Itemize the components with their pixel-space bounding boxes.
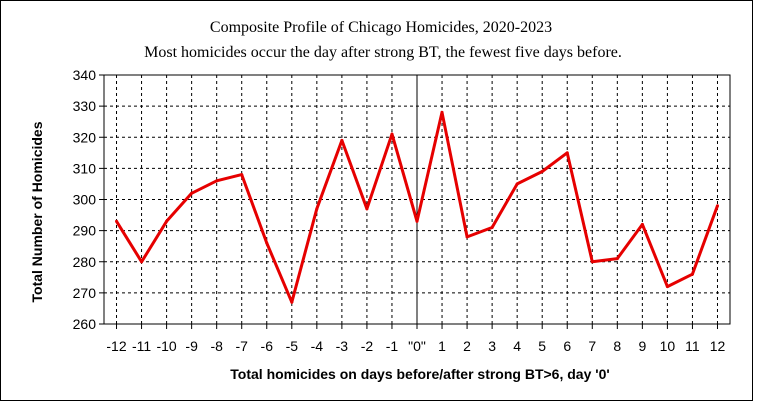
data-point <box>715 204 719 208</box>
data-point <box>190 191 194 195</box>
x-tick-label: -1 <box>386 338 399 354</box>
y-tick-label: 270 <box>73 285 97 301</box>
x-tick-label: -8 <box>210 338 223 354</box>
x-tick-label: -6 <box>261 338 274 354</box>
chart-background <box>0 0 753 401</box>
data-point <box>465 235 469 239</box>
data-point <box>265 241 269 245</box>
data-point <box>440 110 444 114</box>
data-point <box>415 219 419 223</box>
x-tick-label: 3 <box>488 338 496 354</box>
x-tick-label: 4 <box>513 338 521 354</box>
x-tick-label: -9 <box>185 338 198 354</box>
data-point <box>615 257 619 261</box>
y-tick-label: 260 <box>73 316 97 332</box>
y-tick-label: 290 <box>73 223 97 239</box>
data-point <box>640 222 644 226</box>
data-point <box>290 300 294 304</box>
x-tick-label: -5 <box>286 338 299 354</box>
y-tick-label: 330 <box>73 98 97 114</box>
data-point <box>215 179 219 183</box>
x-tick-label: 6 <box>563 338 571 354</box>
data-point <box>540 169 544 173</box>
data-point <box>165 219 169 223</box>
data-point <box>515 182 519 186</box>
data-point <box>140 260 144 264</box>
x-tick-label: 1 <box>438 338 446 354</box>
x-tick-label: 5 <box>538 338 546 354</box>
data-point <box>240 173 244 177</box>
data-point <box>565 151 569 155</box>
data-point <box>315 207 319 211</box>
y-axis-label: Total Number of Homicides <box>29 121 45 302</box>
x-tick-label: 7 <box>588 338 596 354</box>
chart-title: Composite Profile of Chicago Homicides, … <box>210 19 552 36</box>
x-tick-label: 2 <box>463 338 471 354</box>
x-axis-label: Total homicides on days before/after str… <box>230 366 609 382</box>
data-point <box>365 207 369 211</box>
x-tick-label: "0" <box>408 338 426 354</box>
data-point <box>590 260 594 264</box>
x-tick-label: 9 <box>638 338 646 354</box>
data-point <box>665 285 669 289</box>
x-axis-ticks: -12 -11 -10 -9 -8 -7 -6 -5 -4 -3 -2 -1 "0" 1 2 3 4 5 6 7 8 9 1… <box>106 324 725 354</box>
x-tick-label: -2 <box>361 338 374 354</box>
x-tick-label: -11 <box>132 338 151 354</box>
data-point <box>490 226 494 230</box>
data-points <box>115 110 719 304</box>
data-point <box>390 132 394 136</box>
x-tick-label: 8 <box>613 338 621 354</box>
x-tick-label: -4 <box>311 338 324 354</box>
x-tick-label: -12 <box>106 338 126 354</box>
x-tick-label: 11 <box>685 338 700 354</box>
y-tick-label: 280 <box>73 254 97 270</box>
chart-subtitle: Most homicides occur the day after stron… <box>144 44 622 61</box>
x-tick-label: -7 <box>235 338 248 354</box>
data-point <box>690 272 694 276</box>
y-tick-label: 340 <box>73 67 97 83</box>
y-tick-label: 300 <box>73 192 97 208</box>
x-tick-label: -3 <box>336 338 349 354</box>
x-tick-label: 10 <box>660 338 676 354</box>
y-axis-ticks: 260 270 280 290 300 310 320 330 340 <box>73 67 104 332</box>
y-tick-label: 320 <box>73 129 97 145</box>
y-tick-label: 310 <box>73 160 97 176</box>
x-tick-label: 12 <box>710 338 726 354</box>
data-point <box>115 219 119 223</box>
x-tick-label: -10 <box>156 338 176 354</box>
data-point <box>340 138 344 142</box>
